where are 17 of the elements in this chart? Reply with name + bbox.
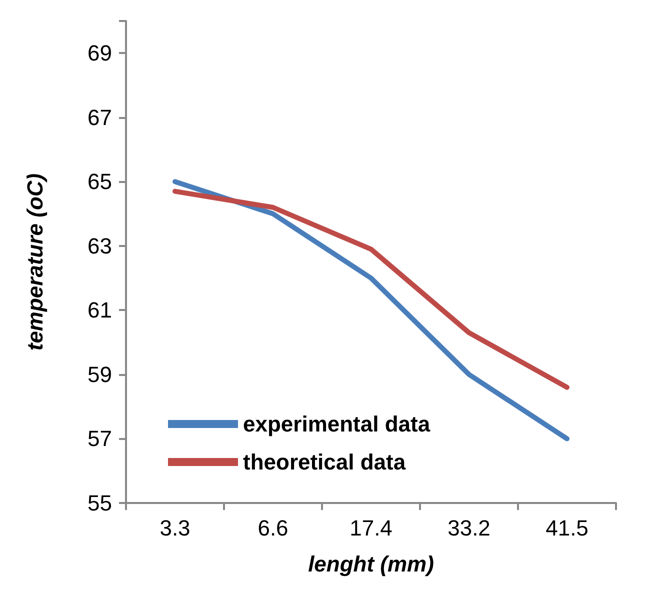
legend-label: experimental data — [243, 412, 431, 436]
y-tick-label: 57 — [88, 426, 112, 452]
y-tick-label: 61 — [88, 298, 112, 323]
x-tick-label: 6.6 — [258, 516, 288, 540]
y-tick-label: 55 — [88, 490, 112, 516]
y-tick-label: 69 — [88, 40, 112, 66]
x-tick-label: 3.3 — [160, 516, 190, 540]
y-tick-label: 65 — [88, 169, 112, 194]
x-axis-title: lenght (mm) — [308, 552, 434, 576]
y-tick-label: 63 — [88, 233, 112, 258]
x-tick-label: 41.5 — [546, 516, 588, 540]
y-tick-label: 59 — [88, 362, 112, 387]
legend-label: theoretical data — [243, 450, 406, 474]
x-tick-label: 17.4 — [350, 516, 392, 540]
y-tick-label: 67 — [88, 104, 112, 130]
y-axis-title: temperature (oC) — [22, 173, 48, 351]
x-tick-label: 33.2 — [448, 516, 490, 540]
